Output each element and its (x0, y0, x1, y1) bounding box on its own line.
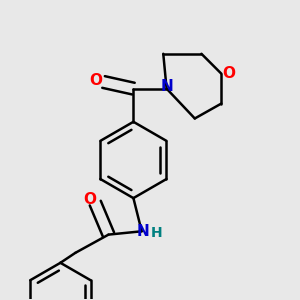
Text: H: H (151, 226, 162, 240)
Text: O: O (222, 66, 235, 81)
Text: O: O (90, 73, 103, 88)
Text: N: N (160, 79, 173, 94)
Text: N: N (137, 224, 150, 239)
Text: O: O (83, 192, 96, 207)
